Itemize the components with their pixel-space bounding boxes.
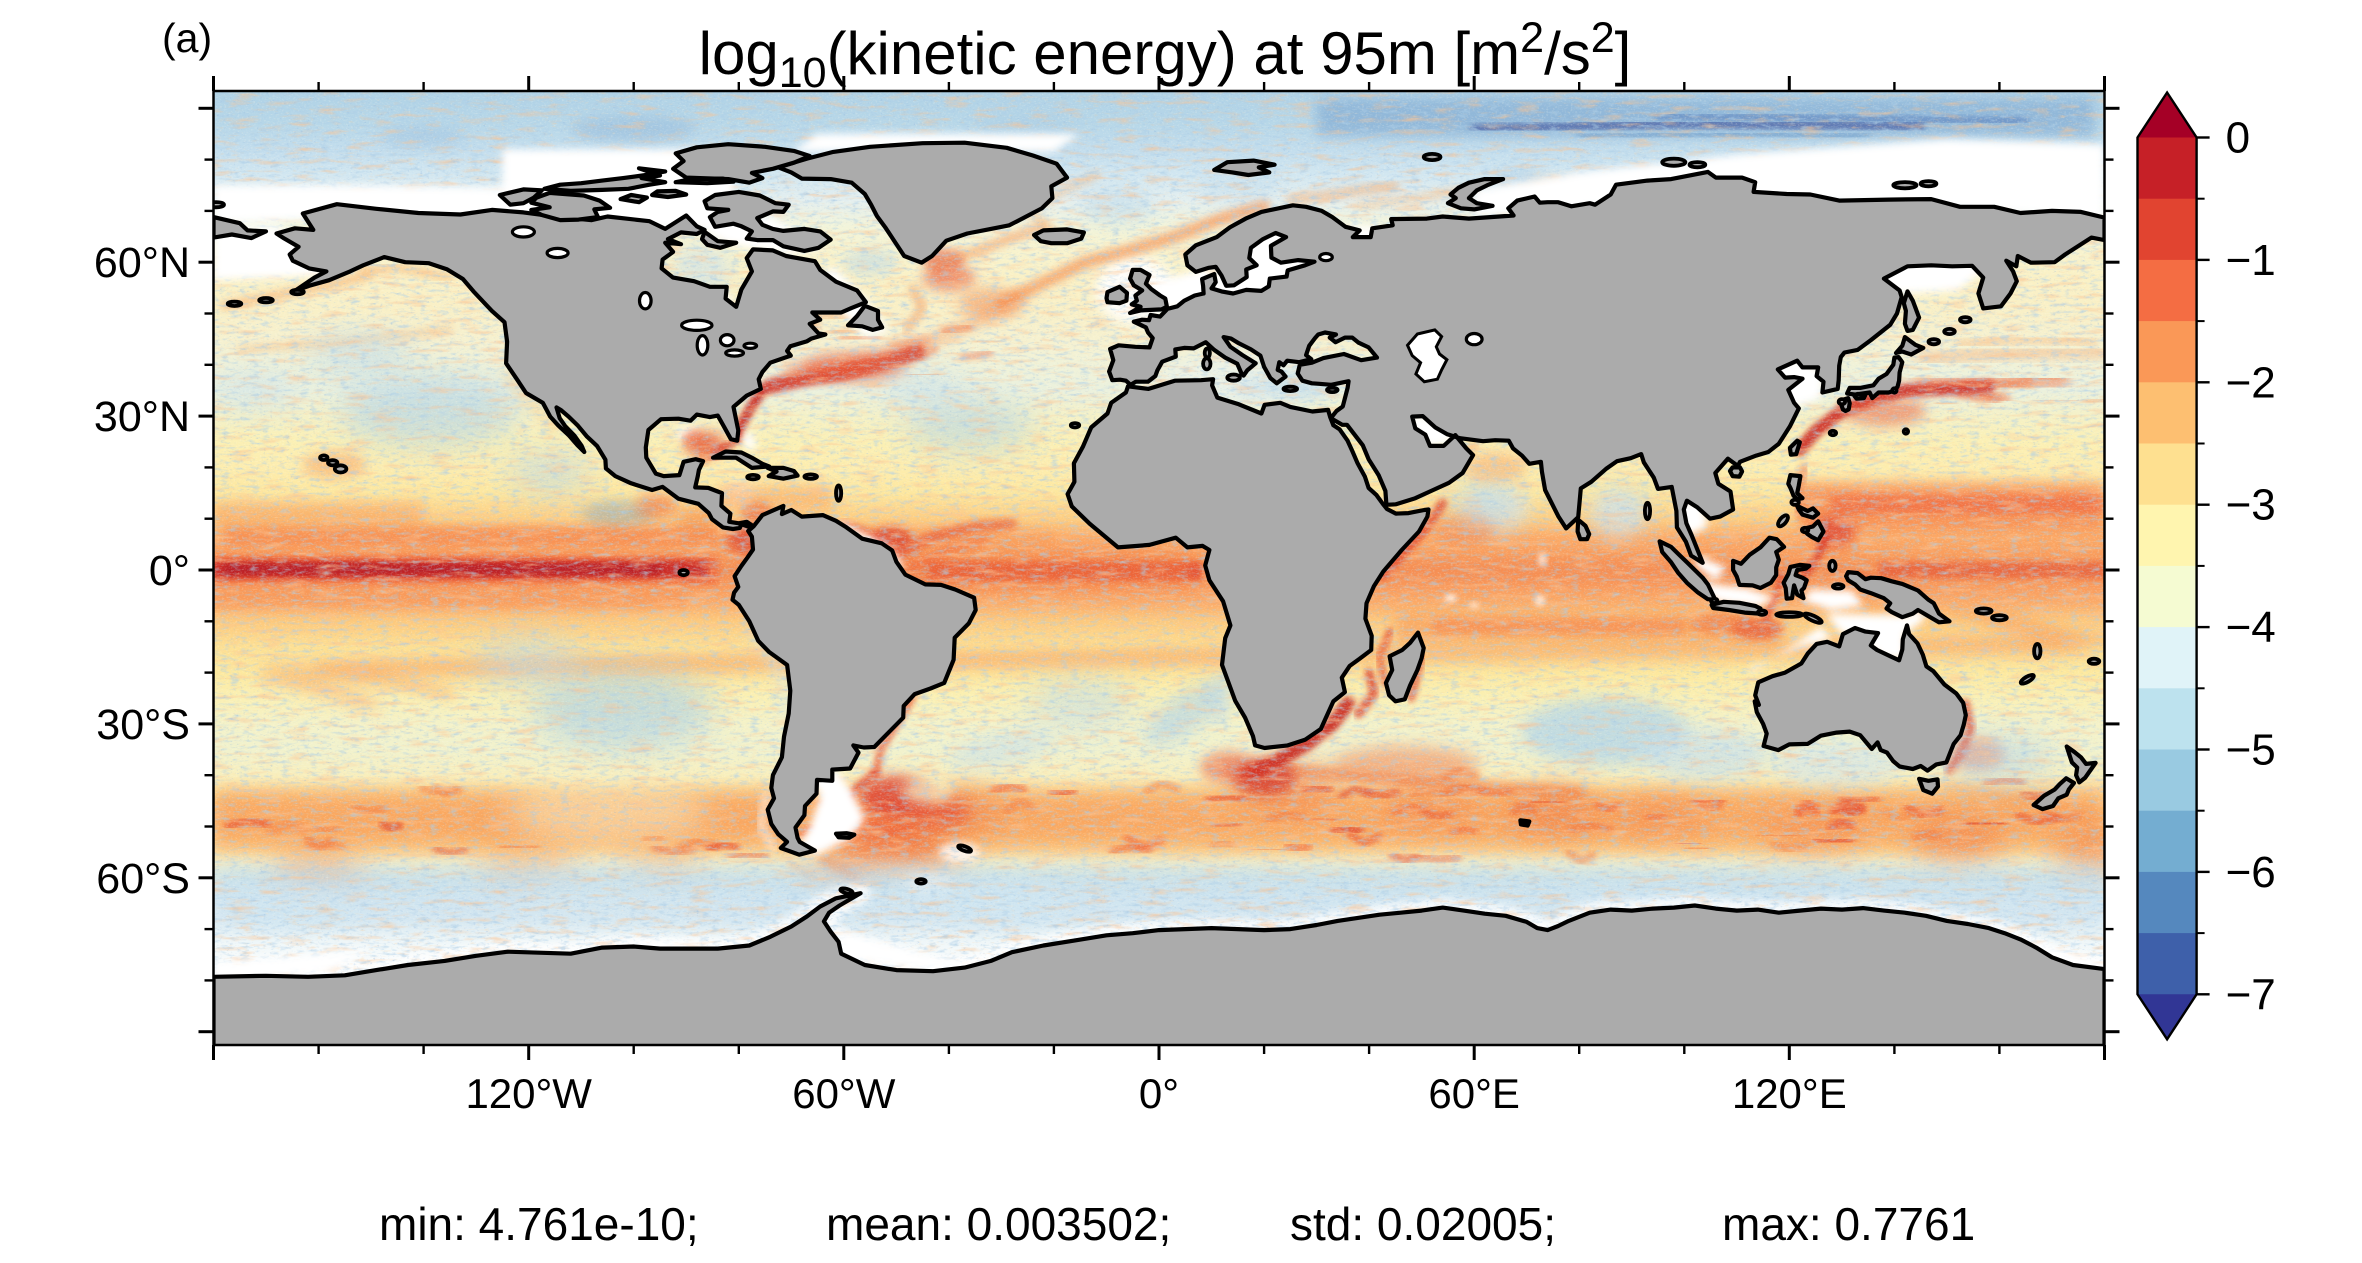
svg-text:−4: −4 bbox=[2226, 603, 2276, 652]
svg-text:120°W: 120°W bbox=[465, 1070, 592, 1117]
svg-text:60°E: 60°E bbox=[1428, 1070, 1520, 1117]
svg-text:60°S: 60°S bbox=[96, 855, 190, 903]
svg-text:−6: −6 bbox=[2226, 848, 2276, 897]
svg-text:120°E: 120°E bbox=[1732, 1070, 1847, 1117]
svg-text:0: 0 bbox=[2226, 114, 2250, 163]
svg-text:−7: −7 bbox=[2226, 970, 2276, 1019]
svg-text:std: 0.02005;: std: 0.02005; bbox=[1290, 1198, 1556, 1250]
svg-text:min: 4.761e-10;: min: 4.761e-10; bbox=[379, 1198, 699, 1250]
svg-text:60°N: 60°N bbox=[94, 239, 190, 287]
svg-text:−1: −1 bbox=[2226, 236, 2276, 285]
svg-text:−3: −3 bbox=[2226, 481, 2276, 530]
svg-text:(a): (a) bbox=[162, 15, 212, 61]
svg-text:0°: 0° bbox=[149, 547, 190, 595]
svg-text:0°: 0° bbox=[1139, 1070, 1179, 1117]
svg-text:log10(kinetic energy) at 95m [: log10(kinetic energy) at 95m [m2/s2] bbox=[699, 14, 1632, 97]
svg-text:30°S: 30°S bbox=[96, 701, 190, 749]
svg-text:max: 0.7761: max: 0.7761 bbox=[1722, 1198, 1975, 1250]
svg-text:60°W: 60°W bbox=[792, 1070, 896, 1117]
svg-text:30°N: 30°N bbox=[94, 393, 190, 441]
svg-text:−2: −2 bbox=[2226, 358, 2276, 407]
svg-text:mean: 0.003502;: mean: 0.003502; bbox=[826, 1198, 1171, 1250]
svg-text:−5: −5 bbox=[2226, 726, 2276, 775]
